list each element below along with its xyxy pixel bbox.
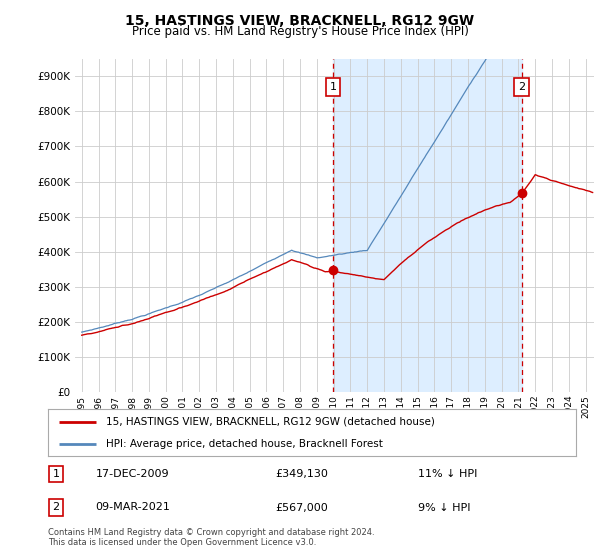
Text: £349,130: £349,130 [275, 469, 328, 479]
Text: £567,000: £567,000 [275, 502, 328, 512]
Text: 9% ↓ HPI: 9% ↓ HPI [418, 502, 470, 512]
Bar [333, 59, 521, 392]
Text: Price paid vs. HM Land Registry's House Price Index (HPI): Price paid vs. HM Land Registry's House … [131, 25, 469, 38]
Text: 1: 1 [52, 469, 59, 479]
Text: 1: 1 [329, 82, 337, 92]
Text: Contains HM Land Registry data © Crown copyright and database right 2024.
This d: Contains HM Land Registry data © Crown c… [48, 528, 374, 547]
Text: 2: 2 [518, 82, 525, 92]
Text: 15, HASTINGS VIEW, BRACKNELL, RG12 9GW (detached house): 15, HASTINGS VIEW, BRACKNELL, RG12 9GW (… [106, 417, 435, 427]
Text: 2: 2 [52, 502, 59, 512]
Text: 09-MAR-2021: 09-MAR-2021 [95, 502, 170, 512]
Text: 15, HASTINGS VIEW, BRACKNELL, RG12 9GW: 15, HASTINGS VIEW, BRACKNELL, RG12 9GW [125, 14, 475, 28]
Text: 17-DEC-2009: 17-DEC-2009 [95, 469, 169, 479]
Text: 11% ↓ HPI: 11% ↓ HPI [418, 469, 477, 479]
Text: HPI: Average price, detached house, Bracknell Forest: HPI: Average price, detached house, Brac… [106, 438, 383, 449]
